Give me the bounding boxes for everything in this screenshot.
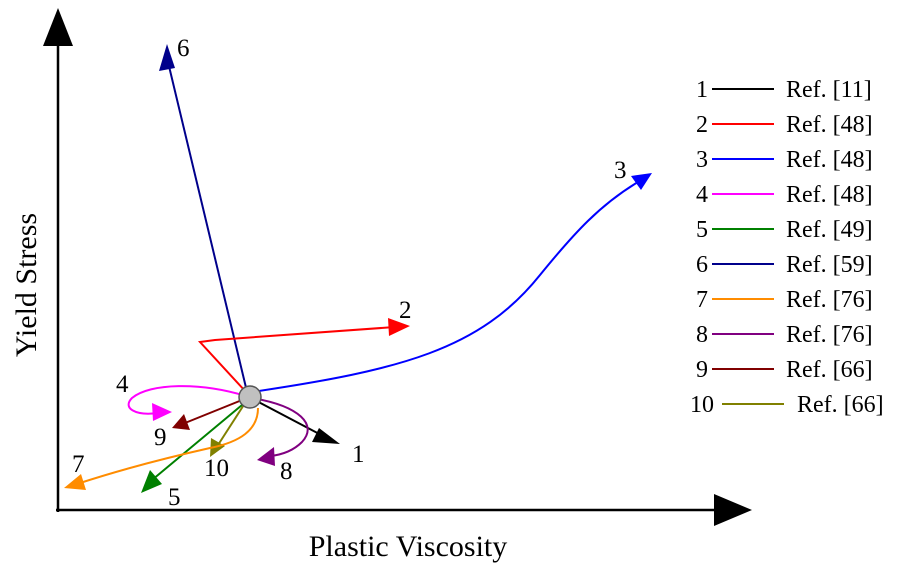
legend-item-3: 3 Ref. [48] xyxy=(696,147,873,173)
arrow-7-path xyxy=(79,407,259,484)
arrow-7-head xyxy=(64,474,86,490)
legend-reference: Ref. [66] xyxy=(786,357,873,383)
legend-number: 3 xyxy=(696,147,708,173)
legend-number: 10 xyxy=(690,392,714,418)
legend-reference: Ref. [66] xyxy=(797,392,884,418)
legend-number: 2 xyxy=(696,112,708,138)
arrow-4-path xyxy=(127,385,247,415)
x-axis-label: Plastic Viscosity xyxy=(309,530,508,563)
arrow-1-head xyxy=(312,428,340,444)
arrow-3-head xyxy=(631,173,652,190)
legend: 1 Ref. [11] 2 Ref. [48] 3 Ref. [48] 4 Ref. [48]… xyxy=(690,77,884,418)
legend-item-2: 2 Ref. [48] xyxy=(696,112,873,138)
legend-item-9: 9 Ref. [66] xyxy=(696,357,873,383)
y-axis-arrowhead xyxy=(43,8,73,46)
arrow-2-head xyxy=(388,318,410,336)
arrow-6-path xyxy=(167,61,249,397)
arrow-label-2: 2 xyxy=(399,297,412,324)
legend-reference: Ref. [48] xyxy=(786,147,873,173)
legend-reference: Ref. [59] xyxy=(786,252,873,278)
arrow-1-path xyxy=(250,397,326,438)
legend-item-8: 8 Ref. [76] xyxy=(696,322,873,348)
legend-item-4: 4 Ref. [48] xyxy=(696,182,873,208)
arrow-10-head xyxy=(210,438,225,457)
arrow-9-path xyxy=(184,397,248,424)
legend-number: 9 xyxy=(696,357,708,383)
arrow-4-head xyxy=(152,403,172,421)
legend-item-5: 5 Ref. [49] xyxy=(696,217,873,243)
arrow-label-4: 4 xyxy=(116,371,129,398)
x-axis-arrowhead xyxy=(714,494,752,526)
arrow-10-path xyxy=(217,399,248,446)
arrow-label-8: 8 xyxy=(280,458,293,485)
axes: Plastic Viscosity Yield Stress xyxy=(10,8,752,563)
arrow-5-head xyxy=(141,470,162,493)
arrow-3-path xyxy=(251,181,639,393)
arrow-label-6: 6 xyxy=(177,35,190,62)
arrow-label-3: 3 xyxy=(614,157,627,184)
legend-number: 6 xyxy=(696,252,708,278)
arrow-label-1: 1 xyxy=(352,441,365,468)
legend-number: 4 xyxy=(696,182,708,208)
arrow-8-head xyxy=(257,447,275,466)
legend-reference: Ref. [48] xyxy=(786,112,873,138)
legend-item-10: 10 Ref. [66] xyxy=(690,392,884,418)
arrow-label-10: 10 xyxy=(204,455,229,482)
arrow-5-path xyxy=(151,399,249,481)
arrow-label-9: 9 xyxy=(154,424,167,451)
arrow-6-head xyxy=(159,44,175,71)
legend-item-6: 6 Ref. [59] xyxy=(696,252,873,278)
legend-reference: Ref. [49] xyxy=(786,217,873,243)
legend-reference: Ref. [76] xyxy=(786,322,873,348)
legend-item-7: 7 Ref. [76] xyxy=(696,287,873,313)
legend-number: 7 xyxy=(696,287,708,313)
legend-number: 1 xyxy=(696,77,708,103)
arrow-2-path xyxy=(197,326,396,393)
legend-reference: Ref. [48] xyxy=(786,182,873,208)
arrows: 6 3 2 4 9 1 10 8 7 5 xyxy=(64,35,652,511)
y-axis-label: Yield Stress xyxy=(10,213,43,357)
arrow-9-head xyxy=(172,414,190,430)
legend-reference: Ref. [11] xyxy=(786,77,872,103)
legend-number: 5 xyxy=(696,217,708,243)
legend-item-1: 1 Ref. [11] xyxy=(696,77,872,103)
arrow-label-7: 7 xyxy=(72,451,85,478)
origin-marker xyxy=(238,385,262,409)
legend-reference: Ref. [76] xyxy=(786,287,873,313)
arrow-8-path xyxy=(251,397,309,457)
legend-number: 8 xyxy=(696,322,708,348)
arrow-label-5: 5 xyxy=(168,484,181,511)
